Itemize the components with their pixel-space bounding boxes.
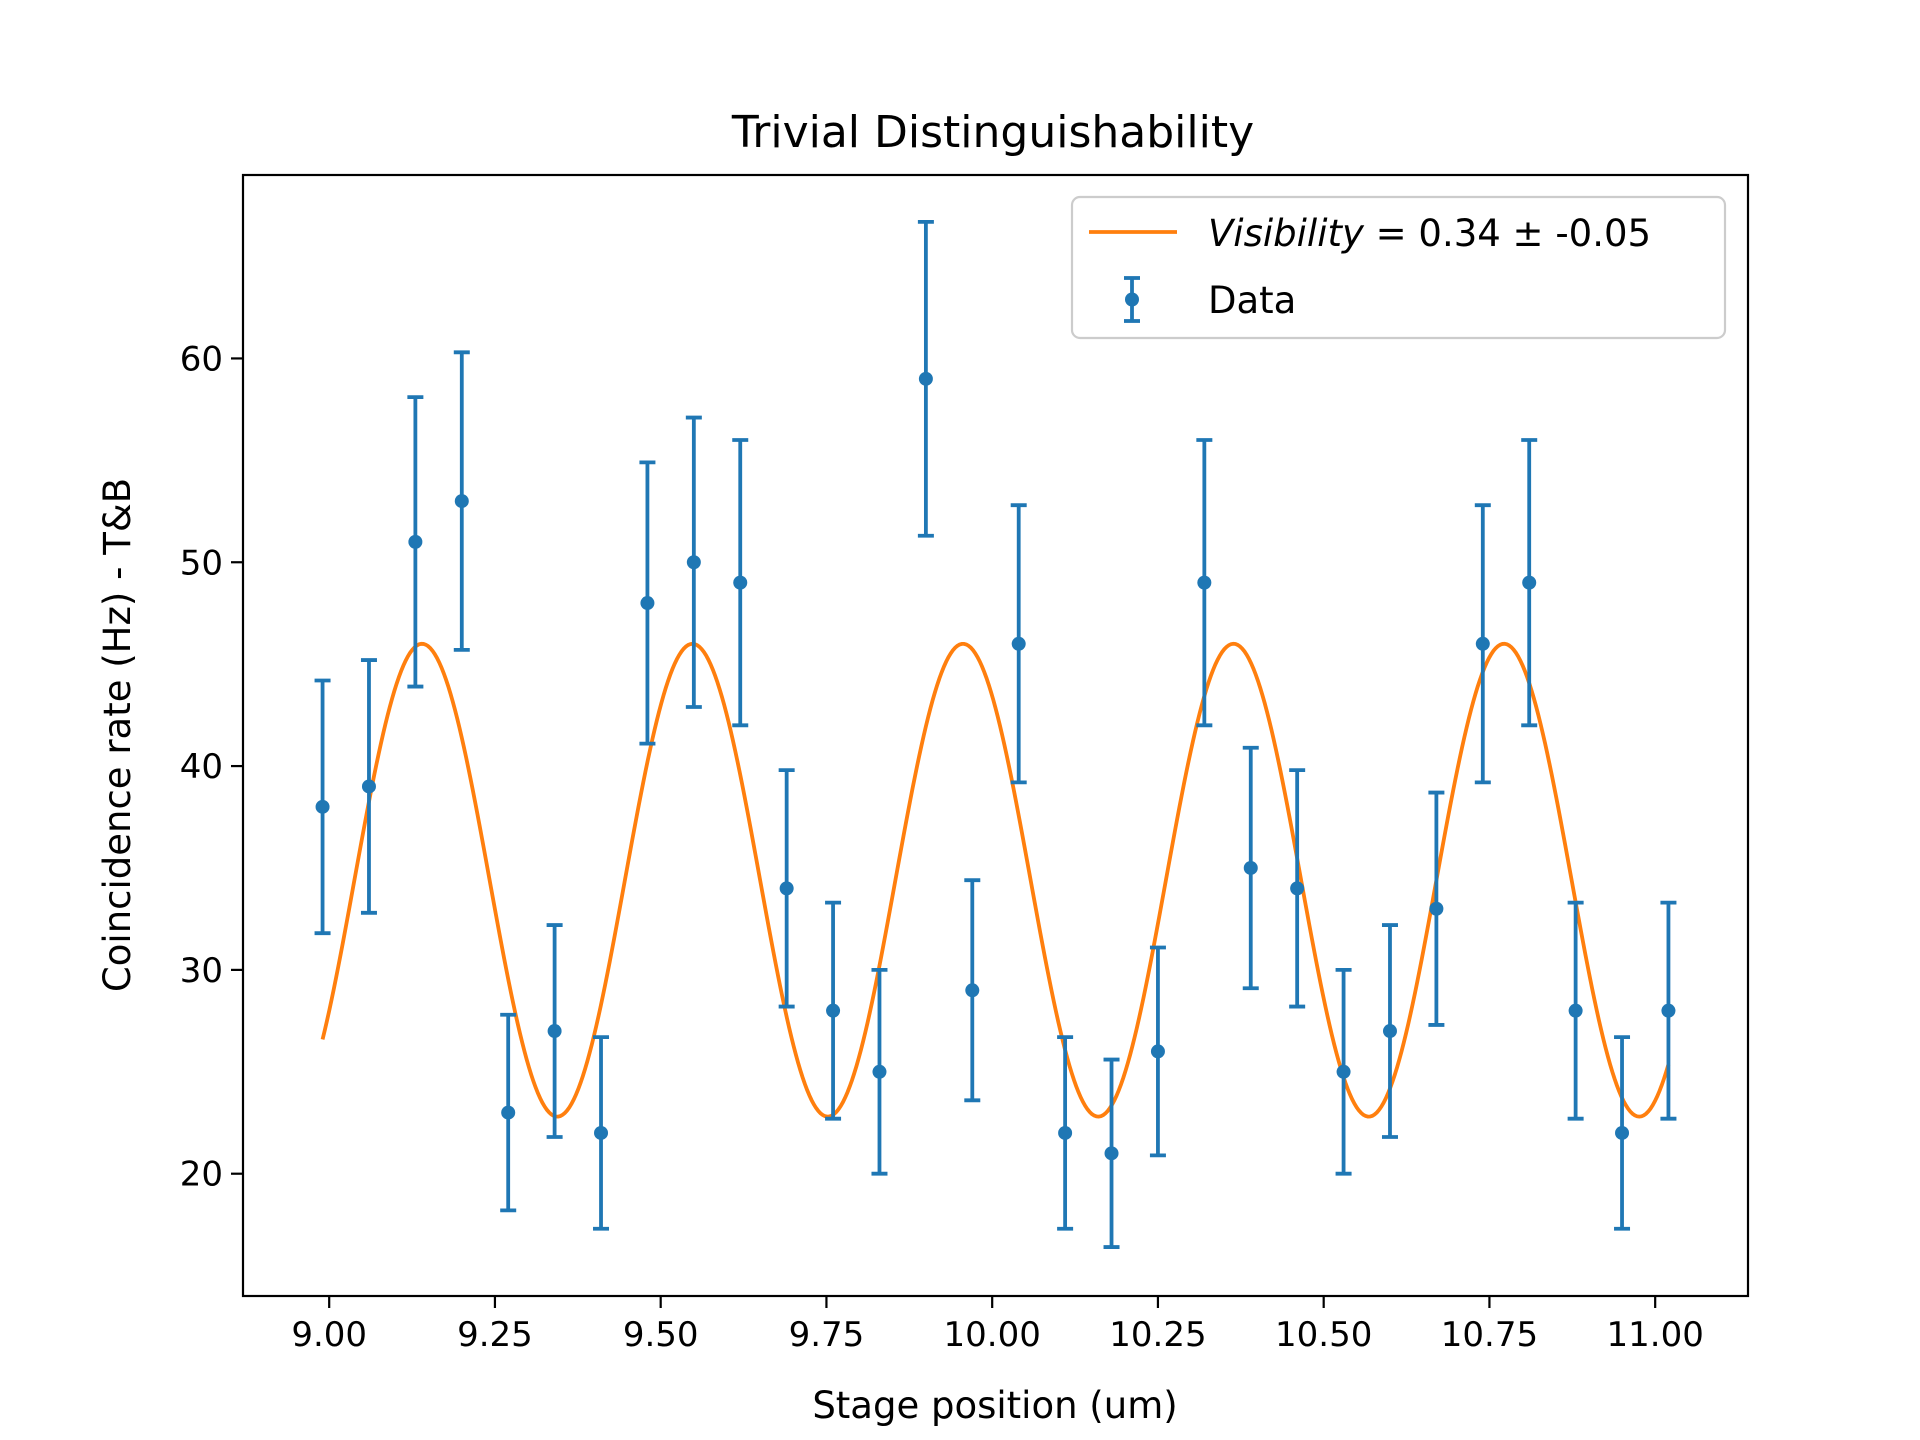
x-tick-label: 10.25 bbox=[1109, 1315, 1206, 1355]
data-point bbox=[314, 678, 331, 936]
data-marker bbox=[1336, 1064, 1351, 1079]
fit-curve bbox=[320, 641, 1671, 1119]
data-point bbox=[593, 1035, 610, 1231]
data-marker bbox=[1475, 636, 1490, 651]
data-point bbox=[1057, 1035, 1074, 1231]
data-marker bbox=[594, 1125, 609, 1140]
data-point bbox=[1567, 900, 1584, 1121]
data-point bbox=[1660, 900, 1677, 1121]
data-marker bbox=[1568, 1003, 1583, 1018]
data-marker bbox=[1615, 1125, 1630, 1140]
x-axis: 9.00 9.25 9.50 9.75 10.00 10.25 10.50 10.75 11.0… bbox=[291, 1296, 1704, 1355]
data-marker bbox=[361, 779, 376, 794]
data-marker bbox=[315, 799, 330, 814]
data-marker bbox=[501, 1105, 516, 1120]
fit-layer bbox=[320, 641, 1671, 1119]
data-marker bbox=[1011, 636, 1026, 651]
data-point bbox=[871, 967, 888, 1176]
data-point bbox=[1381, 923, 1398, 1139]
y-tick-label: 40 bbox=[180, 747, 223, 787]
y-tick-label: 20 bbox=[180, 1155, 223, 1195]
data-point bbox=[1196, 438, 1213, 728]
data-point bbox=[639, 460, 656, 746]
data-marker bbox=[1522, 575, 1537, 590]
data-marker bbox=[1150, 1044, 1165, 1059]
data-point bbox=[1474, 503, 1491, 785]
data-marker bbox=[1197, 575, 1212, 590]
data-marker bbox=[454, 494, 469, 509]
data-marker bbox=[1429, 901, 1444, 916]
data-marker bbox=[640, 596, 655, 611]
legend-data-swatch bbox=[1124, 276, 1140, 323]
data-marker bbox=[408, 534, 423, 549]
data-point bbox=[1428, 790, 1445, 1027]
data-point bbox=[825, 900, 842, 1121]
plot-frame bbox=[241, 173, 1750, 1298]
data-point bbox=[778, 768, 795, 1009]
data-point bbox=[453, 350, 470, 652]
data-layer bbox=[314, 219, 1677, 1249]
data-point bbox=[546, 923, 563, 1139]
data-point bbox=[1242, 745, 1259, 991]
data-point bbox=[685, 415, 702, 709]
data-marker bbox=[918, 371, 933, 386]
data-marker bbox=[1243, 860, 1258, 875]
legend-fit-label-italic: Visibility bbox=[1208, 212, 1365, 255]
data-marker bbox=[965, 983, 980, 998]
data-marker bbox=[547, 1024, 562, 1039]
legend: Visibility = 0.34 ± -0.05 Data bbox=[1070, 195, 1727, 340]
data-point bbox=[917, 219, 934, 538]
data-marker bbox=[826, 1003, 841, 1018]
data-marker bbox=[1290, 881, 1305, 896]
legend-frame bbox=[1070, 195, 1727, 340]
y-tick-label: 50 bbox=[180, 543, 223, 583]
y-tick-label: 60 bbox=[180, 339, 223, 379]
data-marker bbox=[872, 1064, 887, 1079]
data-point bbox=[407, 395, 424, 689]
data-point bbox=[1614, 1035, 1631, 1231]
data-point bbox=[732, 438, 749, 728]
data-point bbox=[500, 1012, 517, 1213]
legend-fit-label: Visibility = 0.34 ± -0.05 bbox=[1208, 212, 1651, 255]
y-axis: 20 30 40 50 60 bbox=[180, 339, 243, 1195]
data-point bbox=[360, 658, 377, 915]
data-marker bbox=[779, 881, 794, 896]
data-point bbox=[1335, 967, 1352, 1176]
chart-title: Trivial Distinguishability bbox=[731, 107, 1254, 158]
x-tick-label: 9.25 bbox=[457, 1315, 533, 1355]
x-tick-label: 9.50 bbox=[623, 1315, 699, 1355]
legend-data-label: Data bbox=[1208, 279, 1296, 322]
x-axis-label: Stage position (um) bbox=[812, 1384, 1177, 1427]
data-marker bbox=[686, 555, 701, 570]
data-marker bbox=[1382, 1024, 1397, 1039]
y-axis-label: Coincidence rate (Hz) - T&B bbox=[96, 478, 139, 992]
data-point bbox=[1103, 1057, 1120, 1249]
data-point bbox=[1521, 438, 1538, 728]
x-tick-label: 9.75 bbox=[789, 1315, 865, 1355]
x-tick-label: 9.00 bbox=[291, 1315, 367, 1355]
x-tick-label: 10.50 bbox=[1275, 1315, 1372, 1355]
x-tick-label: 10.00 bbox=[944, 1315, 1041, 1355]
x-tick-label: 11.00 bbox=[1607, 1315, 1704, 1355]
data-marker bbox=[1661, 1003, 1676, 1018]
data-marker bbox=[733, 575, 748, 590]
data-marker bbox=[1104, 1146, 1119, 1161]
y-tick-label: 30 bbox=[180, 951, 223, 991]
data-point bbox=[1149, 945, 1166, 1158]
legend-fit-label-rest: = 0.34 ± -0.05 bbox=[1364, 212, 1651, 255]
data-point bbox=[1289, 768, 1306, 1009]
x-tick-label: 10.75 bbox=[1441, 1315, 1538, 1355]
data-point bbox=[964, 878, 981, 1103]
data-marker bbox=[1058, 1125, 1073, 1140]
data-point bbox=[1010, 503, 1027, 785]
